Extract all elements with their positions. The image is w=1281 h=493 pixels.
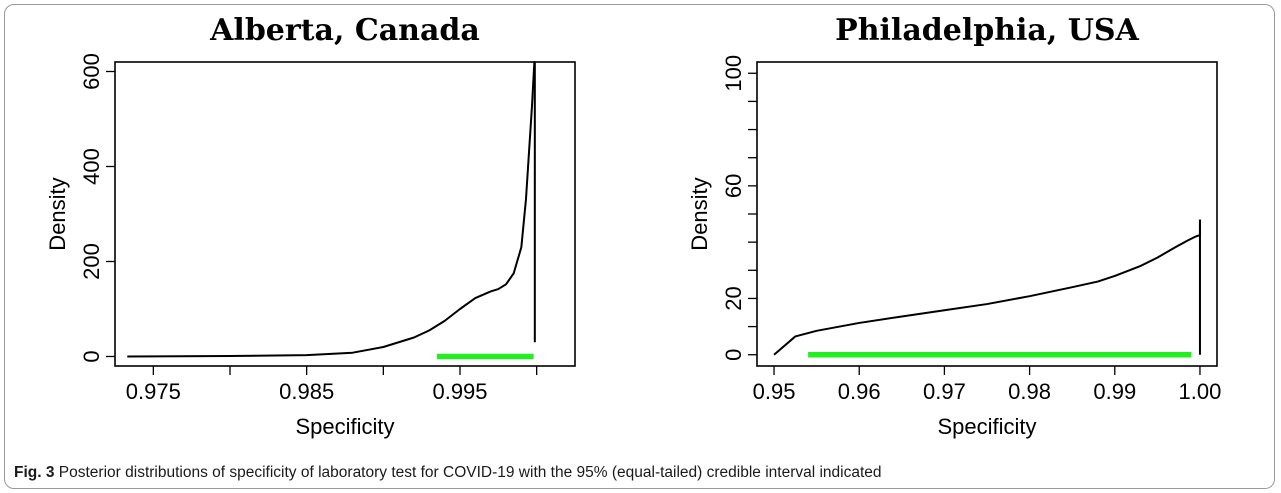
- chart1-x-tick-label: 0.96: [838, 379, 881, 404]
- chart1-title: Philadelphia, USA: [835, 13, 1139, 48]
- chart1-y-tick-label: 0: [721, 349, 746, 361]
- chart1-y-tick-label: 100: [721, 55, 746, 92]
- chart0-title: Alberta, Canada: [209, 13, 480, 48]
- chart0-x-tick-label: 0.975: [126, 379, 181, 404]
- chart0-y-tick-label: 0: [79, 350, 104, 362]
- caption-label: Fig. 3: [14, 464, 55, 481]
- chart1-x-tick-label: 1.00: [1179, 379, 1222, 404]
- figure-frame: [4, 4, 1275, 489]
- chart0-x-axis-label: Specificity: [295, 414, 394, 439]
- chart-philadelphia: Philadelphia, USA 0.95 0.96 0.97 0.98 0.99 1.0…: [687, 13, 1222, 439]
- chart0-y-axis-label: Density: [45, 177, 70, 250]
- chart0-y-tick-label: 200: [79, 243, 104, 280]
- chart1-x-tick-label: 0.95: [753, 379, 796, 404]
- chart1-x-tick-label: 0.98: [1008, 379, 1051, 404]
- chart0-x-tick-label: 0.985: [279, 379, 334, 404]
- figure-caption: Fig. 3 Posterior distributions of specif…: [14, 464, 1264, 482]
- chart1-x-axis-label: Specificity: [937, 414, 1036, 439]
- chart0-plot-frame: [114, 61, 576, 367]
- chart1-x-tick-label: 0.97: [923, 379, 966, 404]
- chart-alberta: Alberta, Canada 0.975 0.985 0.995 0 200 400 600…: [45, 13, 576, 439]
- chart0-density-curve: [127, 61, 536, 358]
- chart0-y-tick-label: 600: [79, 53, 104, 90]
- caption-text: Posterior distributions of specificity o…: [58, 464, 882, 481]
- chart1-plot-frame: [756, 61, 1218, 367]
- chart1-density-curve: [773, 219, 1201, 356]
- chart1-y-tick-label: 20: [721, 286, 746, 310]
- chart1-x-tick-label: 0.99: [1093, 379, 1136, 404]
- chart0-x-tick-label: 0.995: [432, 379, 487, 404]
- chart0-y-tick-label: 400: [79, 148, 104, 185]
- chart1-y-tick-label: 60: [721, 174, 746, 198]
- chart1-y-axis-label: Density: [687, 177, 712, 250]
